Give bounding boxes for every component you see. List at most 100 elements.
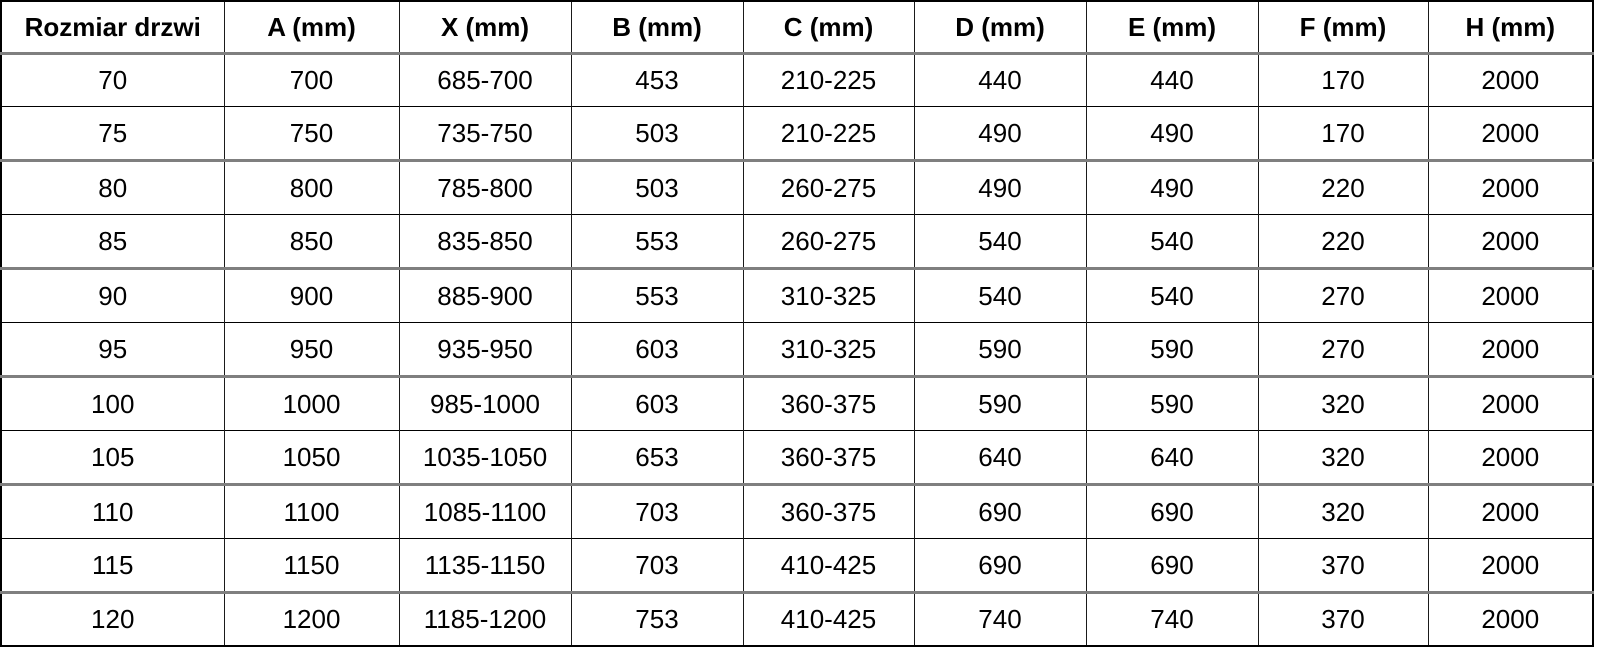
table-cell: 210-225 xyxy=(742,53,915,107)
table-cell: 2000 xyxy=(1427,592,1594,646)
table-cell: 75 xyxy=(0,106,225,161)
table-cell: 1185-1200 xyxy=(398,592,572,646)
column-header-c: C (mm) xyxy=(742,1,915,53)
table-cell: 310-325 xyxy=(742,322,915,377)
table-cell: 753 xyxy=(570,592,744,646)
table-cell: 800 xyxy=(223,160,400,215)
table-cell: 750 xyxy=(223,106,400,161)
table-cell: 1000 xyxy=(223,376,400,431)
table-cell: 370 xyxy=(1257,592,1429,646)
table-row: 85 850 835-850 553 260-275 540 540 220 2000 xyxy=(0,214,1594,269)
table-cell: 440 xyxy=(1085,53,1259,107)
table-cell: 260-275 xyxy=(742,160,915,215)
table-cell: 440 xyxy=(913,53,1087,107)
table-cell: 703 xyxy=(570,538,744,593)
table-cell: 320 xyxy=(1257,376,1429,431)
table-cell: 590 xyxy=(913,322,1087,377)
table-cell: 270 xyxy=(1257,268,1429,323)
table-cell: 540 xyxy=(1085,214,1259,269)
table-row: 75 750 735-750 503 210-225 490 490 170 2000 xyxy=(0,106,1594,161)
table-cell: 703 xyxy=(570,484,744,539)
table-cell: 540 xyxy=(913,268,1087,323)
table-cell: 653 xyxy=(570,430,744,485)
column-header-rozmiar-drzwi: Rozmiar drzwi xyxy=(0,1,225,53)
table-cell: 370 xyxy=(1257,538,1429,593)
table-cell: 740 xyxy=(913,592,1087,646)
table-cell: 490 xyxy=(1085,106,1259,161)
table-cell: 540 xyxy=(1085,268,1259,323)
table-cell: 170 xyxy=(1257,53,1429,107)
table-cell: 220 xyxy=(1257,160,1429,215)
column-header-e: E (mm) xyxy=(1085,1,1259,53)
table-cell: 935-950 xyxy=(398,322,572,377)
table-cell: 1135-1150 xyxy=(398,538,572,593)
table-cell: 503 xyxy=(570,106,744,161)
table-cell: 1035-1050 xyxy=(398,430,572,485)
table-cell: 735-750 xyxy=(398,106,572,161)
table-cell: 690 xyxy=(913,484,1087,539)
table-cell: 490 xyxy=(913,160,1087,215)
table-cell: 700 xyxy=(223,53,400,107)
column-header-f: F (mm) xyxy=(1257,1,1429,53)
table-cell: 590 xyxy=(1085,376,1259,431)
table-cell: 985-1000 xyxy=(398,376,572,431)
table-body: 70 700 685-700 453 210-225 440 440 170 2000 75 750… xyxy=(0,53,1594,646)
table-row: 105 1050 1035-1050 653 360-375 640 640 320 2000 xyxy=(0,430,1594,485)
table-cell: 850 xyxy=(223,214,400,269)
table-cell: 740 xyxy=(1085,592,1259,646)
table-row: 100 1000 985-1000 603 360-375 590 590 320 2000 xyxy=(0,376,1594,431)
table-cell: 2000 xyxy=(1427,214,1594,269)
table-cell: 1085-1100 xyxy=(398,484,572,539)
table-cell: 90 xyxy=(0,268,225,323)
table-cell: 885-900 xyxy=(398,268,572,323)
table-cell: 690 xyxy=(1085,538,1259,593)
table-cell: 270 xyxy=(1257,322,1429,377)
table-cell: 785-800 xyxy=(398,160,572,215)
table-cell: 640 xyxy=(913,430,1087,485)
table-cell: 553 xyxy=(570,214,744,269)
table-cell: 2000 xyxy=(1427,322,1594,377)
table-cell: 410-425 xyxy=(742,592,915,646)
table-cell: 590 xyxy=(1085,322,1259,377)
table-cell: 553 xyxy=(570,268,744,323)
table-cell: 490 xyxy=(913,106,1087,161)
table-cell: 603 xyxy=(570,322,744,377)
table-cell: 2000 xyxy=(1427,53,1594,107)
table-cell: 260-275 xyxy=(742,214,915,269)
table-cell: 360-375 xyxy=(742,430,915,485)
table-cell: 100 xyxy=(0,376,225,431)
table-cell: 170 xyxy=(1257,106,1429,161)
table-cell: 1050 xyxy=(223,430,400,485)
table-cell: 900 xyxy=(223,268,400,323)
column-header-b: B (mm) xyxy=(570,1,744,53)
table-cell: 835-850 xyxy=(398,214,572,269)
column-header-d: D (mm) xyxy=(913,1,1087,53)
table-cell: 210-225 xyxy=(742,106,915,161)
table-cell: 690 xyxy=(913,538,1087,593)
table-row: 110 1100 1085-1100 703 360-375 690 690 320 2000 xyxy=(0,484,1594,539)
table-row: 115 1150 1135-1150 703 410-425 690 690 370 2000 xyxy=(0,538,1594,593)
table-row: 70 700 685-700 453 210-225 440 440 170 2000 xyxy=(0,53,1594,107)
table-cell: 490 xyxy=(1085,160,1259,215)
header-row: Rozmiar drzwi A (mm) X (mm) B (mm) C (mm… xyxy=(0,1,1594,53)
table-row: 90 900 885-900 553 310-325 540 540 270 2000 xyxy=(0,268,1594,323)
table-cell: 110 xyxy=(0,484,225,539)
table-cell: 2000 xyxy=(1427,538,1594,593)
table-cell: 950 xyxy=(223,322,400,377)
table-cell: 310-325 xyxy=(742,268,915,323)
table-cell: 1200 xyxy=(223,592,400,646)
column-header-x: X (mm) xyxy=(398,1,572,53)
table-cell: 690 xyxy=(1085,484,1259,539)
table-cell: 2000 xyxy=(1427,376,1594,431)
table-cell: 360-375 xyxy=(742,484,915,539)
table-cell: 590 xyxy=(913,376,1087,431)
column-header-h: H (mm) xyxy=(1427,1,1594,53)
table-row: 80 800 785-800 503 260-275 490 490 220 2000 xyxy=(0,160,1594,215)
table-cell: 320 xyxy=(1257,484,1429,539)
table-cell: 95 xyxy=(0,322,225,377)
table-cell: 410-425 xyxy=(742,538,915,593)
table-cell: 640 xyxy=(1085,430,1259,485)
table-cell: 105 xyxy=(0,430,225,485)
table-cell: 360-375 xyxy=(742,376,915,431)
